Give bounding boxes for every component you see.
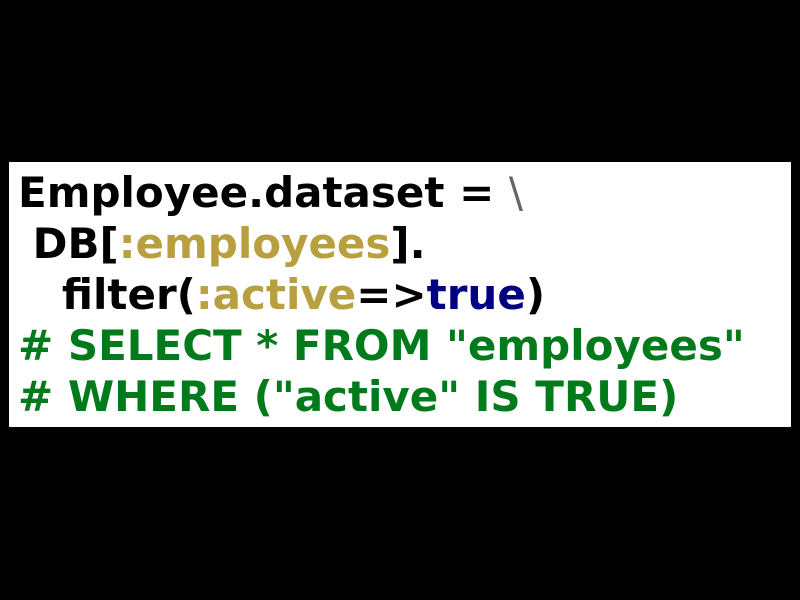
indent [18, 219, 33, 268]
filter-method: filter( [61, 270, 196, 319]
column-symbol: :active [195, 270, 357, 319]
accessor-close: ]. [390, 219, 426, 268]
code-line-2: DB[:employees]. [18, 218, 791, 269]
sql-comment-line-1: # SELECT * FROM "employees" [18, 321, 745, 370]
method-close: ) [525, 270, 546, 319]
code-snippet-panel: Employee.dataset = \ DB[:employees]. fil… [9, 162, 791, 427]
db-accessor: DB[ [32, 219, 119, 268]
sql-comment-line-2: # WHERE ("active" IS TRUE) [18, 372, 679, 421]
hash-arrow: => [356, 270, 427, 319]
indent [18, 270, 62, 319]
boolean-value: true [426, 270, 526, 319]
line-continuation: \ [508, 168, 524, 217]
assignment-text: Employee.dataset = [18, 168, 509, 217]
code-line-1: Employee.dataset = \ [18, 167, 791, 218]
table-symbol: :employees [118, 219, 391, 268]
code-line-3: filter(:active=>true) [18, 269, 791, 320]
